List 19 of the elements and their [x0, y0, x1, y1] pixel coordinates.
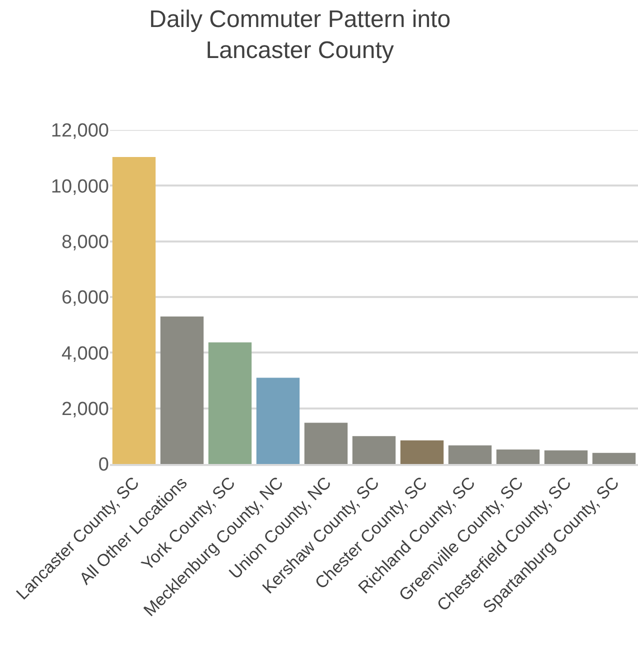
bar [400, 440, 444, 464]
y-tick-label: 2,000 [61, 398, 109, 420]
bar [208, 342, 252, 464]
y-tick-label: 0 [98, 454, 109, 476]
bar [160, 316, 204, 464]
bar [496, 450, 540, 464]
bar [448, 445, 492, 464]
y-tick-label: 8,000 [61, 232, 109, 253]
bar [352, 436, 396, 464]
y-tick-label: 10,000 [50, 176, 109, 198]
y-tick-label: 4,000 [61, 343, 109, 364]
y-tick-label: 6,000 [61, 288, 109, 309]
bar [592, 452, 636, 464]
bar [304, 422, 348, 464]
y-tick-label: 12,000 [50, 120, 109, 142]
bar [112, 157, 156, 464]
bar [544, 450, 588, 464]
bar [256, 378, 300, 464]
chart-title: Daily Commuter Pattern into Lancaster County [149, 6, 451, 64]
